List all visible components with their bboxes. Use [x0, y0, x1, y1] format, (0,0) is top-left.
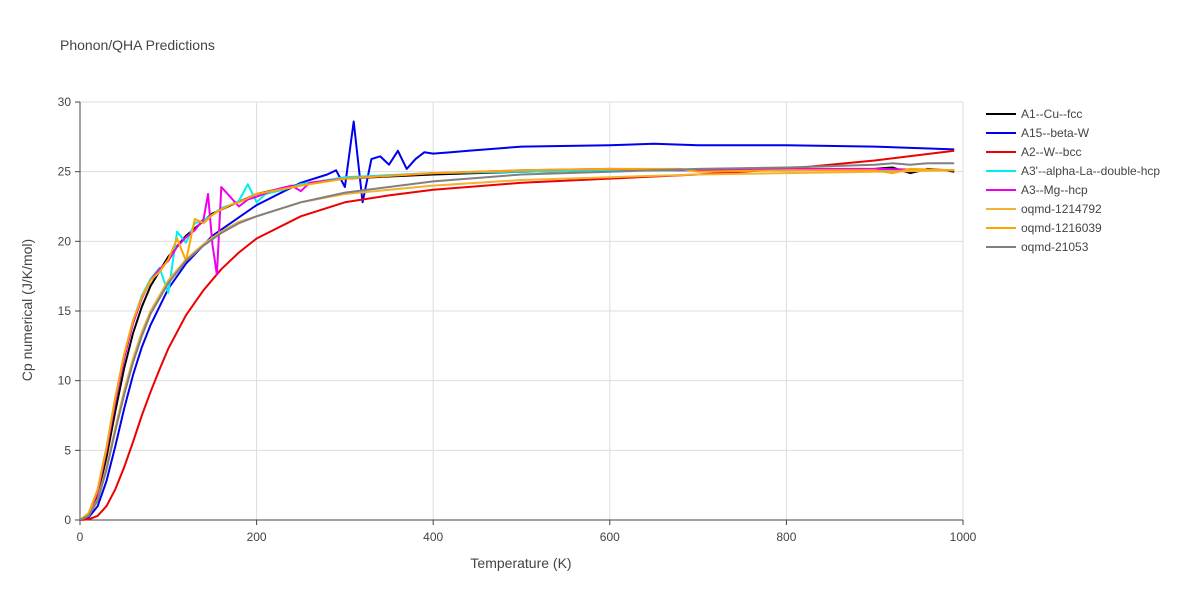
series-line-2: [80, 149, 955, 521]
y-tick-label: 20: [58, 234, 72, 248]
legend-item-1[interactable]: A15--beta-W: [986, 126, 1090, 140]
y-tick-label: 30: [58, 95, 72, 109]
y-axis-ticks: 0 5 10 15 20 25 30: [58, 95, 80, 527]
y-axis-label: Cp numerical (J/K/mol): [19, 239, 35, 381]
x-tick-label: 0: [77, 530, 84, 544]
y-tick-label: 0: [64, 513, 71, 527]
legend-item-2[interactable]: A2--W--bcc: [986, 145, 1081, 159]
y-tick-label: 5: [64, 443, 71, 457]
legend-label: oqmd-21053: [1021, 240, 1089, 254]
x-tick-label: 800: [776, 530, 796, 544]
series-line-7: [80, 162, 955, 521]
series-lines: [80, 120, 955, 521]
chart-title: Phonon/QHA Predictions: [60, 37, 215, 53]
legend-label: oqmd-1216039: [1021, 221, 1102, 235]
legend-item-7[interactable]: oqmd-21053: [986, 240, 1089, 254]
legend-label: A15--beta-W: [1021, 126, 1090, 140]
legend-label: A3'--alpha-La--double-hcp: [1021, 164, 1160, 178]
x-tick-label: 1000: [950, 530, 977, 544]
legend-item-4[interactable]: A3--Mg--hcp: [986, 183, 1088, 197]
x-tick-label: 400: [423, 530, 443, 544]
legend-label: A3--Mg--hcp: [1021, 183, 1088, 197]
legend-label: oqmd-1214792: [1021, 202, 1102, 216]
y-tick-label: 25: [58, 165, 72, 179]
legend-item-6[interactable]: oqmd-1216039: [986, 221, 1102, 235]
x-tick-label: 200: [247, 530, 267, 544]
x-axis-label: Temperature (K): [470, 555, 571, 571]
legend[interactable]: A1--Cu--fcc A15--beta-W A2--W--bcc A3'--alp…: [986, 107, 1160, 254]
legend-label: A2--W--bcc: [1021, 145, 1081, 159]
x-tick-label: 600: [600, 530, 620, 544]
y-tick-label: 15: [58, 304, 72, 318]
legend-label: A1--Cu--fcc: [1021, 107, 1082, 121]
legend-item-0[interactable]: A1--Cu--fcc: [986, 107, 1082, 121]
legend-item-5[interactable]: oqmd-1214792: [986, 202, 1102, 216]
series-line-1: [80, 120, 955, 521]
series-line-6: [80, 167, 955, 521]
legend-item-3[interactable]: A3'--alpha-La--double-hcp: [986, 164, 1160, 178]
x-axis-ticks: 0 200 400 600 800 1000: [77, 520, 977, 544]
y-tick-label: 10: [58, 374, 72, 388]
